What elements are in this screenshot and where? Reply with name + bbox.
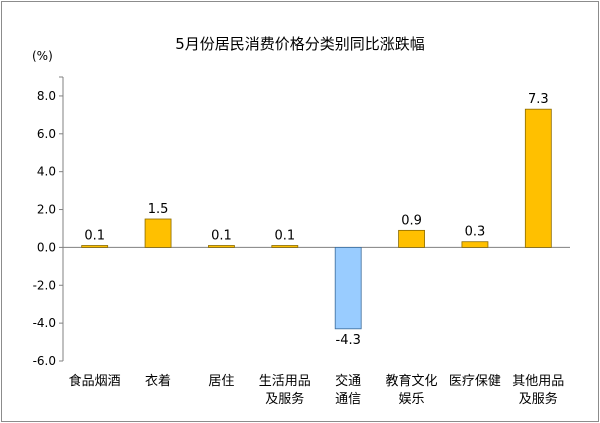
category-label-4-1: 通信: [335, 392, 361, 407]
category-label-5-0: 教育文化: [386, 373, 438, 389]
data-label-6: 0.3: [465, 225, 486, 240]
chart-title: 5月份居民消费价格分类别同比涨跌幅: [175, 35, 425, 53]
y-tick-label: 2.0: [37, 203, 56, 217]
category-label-7-0: 其他用品: [512, 374, 564, 389]
category-label-6-0: 医疗保健: [449, 374, 501, 389]
bar-3: [271, 245, 299, 248]
y-tick-label: -4.0: [33, 316, 56, 330]
data-label-7: 7.3: [528, 92, 549, 107]
data-label-2: 0.1: [211, 229, 232, 244]
bar-6: [461, 241, 489, 248]
data-label-1: 1.5: [148, 202, 169, 217]
data-label-4: -4.3: [336, 333, 361, 348]
category-label-4-0: 交通: [335, 373, 361, 389]
y-tick-label: 8.0: [37, 89, 56, 103]
category-label-0-0: 食品烟酒: [69, 373, 121, 389]
bar-5: [398, 229, 425, 248]
y-tick-label: -2.0: [33, 278, 56, 292]
y-axis-unit: (%): [32, 49, 53, 63]
category-label-3-0: 生活用品: [259, 374, 311, 389]
data-label-0: 0.1: [84, 229, 105, 244]
y-tick-label: -6.0: [33, 354, 56, 368]
y-tick-label: 4.0: [37, 165, 56, 179]
data-label-5: 0.9: [401, 213, 422, 228]
category-label-2-0: 居住: [208, 374, 234, 389]
bar-2: [208, 245, 235, 248]
bar-4: [334, 246, 362, 330]
bar-1: [144, 218, 172, 248]
bar-7: [524, 108, 552, 248]
y-tick-label: 0.0: [37, 240, 56, 254]
category-label-5-1: 娱乐: [399, 392, 425, 407]
data-label-3: 0.1: [274, 229, 295, 244]
bar-0: [81, 245, 109, 248]
category-label-3-1: 及服务: [265, 391, 304, 407]
category-label-1-0: 衣着: [145, 373, 171, 389]
category-label-7-1: 及服务: [519, 391, 558, 407]
y-tick-label: 6.0: [37, 127, 56, 141]
